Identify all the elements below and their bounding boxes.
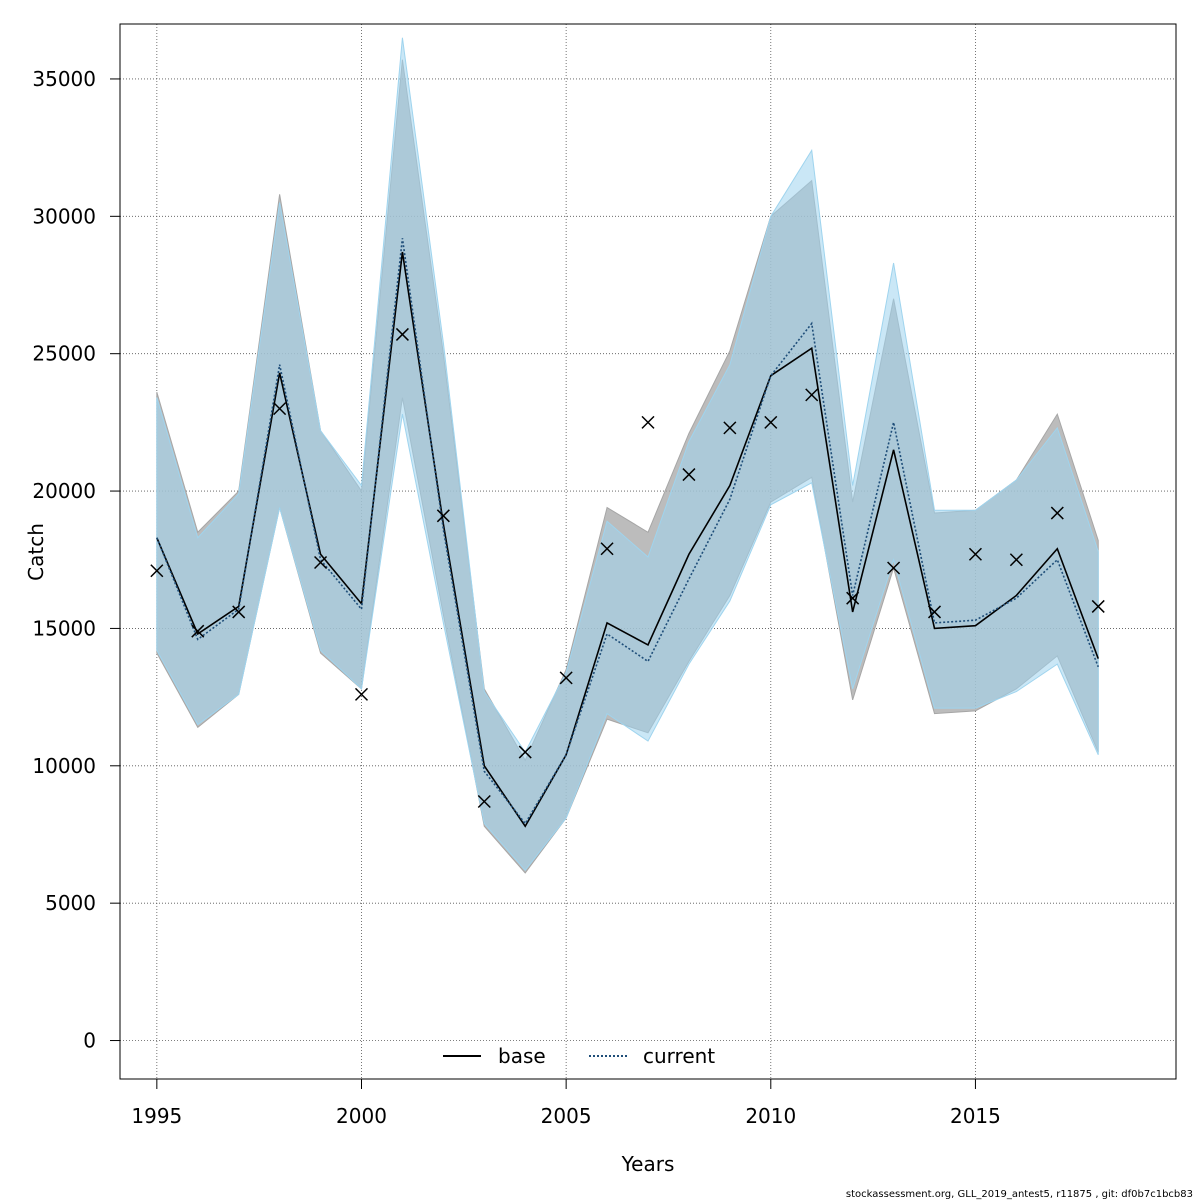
observed-point-2006 — [600, 542, 614, 556]
observed-point-2011 — [805, 388, 819, 402]
x-tick-label-2010: 2010 — [745, 1104, 796, 1128]
observed-point-2001 — [395, 327, 409, 341]
line-base — [156, 251, 1099, 828]
y-axis-title: Catch — [24, 523, 48, 581]
observed-point-2002 — [436, 509, 450, 523]
observed-point-2005 — [559, 671, 573, 685]
y-tick-label-15000: 15000 — [32, 616, 96, 640]
grid-lines — [120, 24, 1176, 1079]
observed-point-1998 — [273, 402, 287, 416]
observed-point-2012 — [846, 591, 860, 605]
x-tick-label-2000: 2000 — [336, 1104, 387, 1128]
observed-point-2009 — [723, 421, 737, 435]
legend-base-label: base — [498, 1044, 546, 1068]
confidence-bands — [156, 37, 1099, 874]
y-tick-label-25000: 25000 — [32, 342, 96, 366]
observed-point-2013 — [887, 561, 901, 575]
observed-point-2015 — [968, 547, 982, 561]
observed-point-1996 — [191, 624, 205, 638]
observed-points — [150, 327, 1105, 809]
x-tick-label-2005: 2005 — [541, 1104, 592, 1128]
series-lines — [156, 238, 1099, 828]
legend-current-label: current — [643, 1044, 715, 1068]
plot-frame — [119, 23, 1177, 1080]
observed-point-2016 — [1009, 553, 1023, 567]
observed-point-2010 — [764, 415, 778, 429]
observed-point-2007 — [641, 415, 655, 429]
x-axis-title: Years — [621, 1152, 675, 1176]
y-tick-label-10000: 10000 — [32, 754, 96, 778]
y-tick-label-30000: 30000 — [32, 204, 96, 228]
observed-point-2000 — [354, 687, 369, 701]
observed-point-2017 — [1050, 506, 1064, 520]
axes: 1995 2000 2005 2010 2015 0 5000 10000 15000 20000… — [32, 67, 1001, 1128]
x-tick-label-2015: 2015 — [950, 1104, 1001, 1128]
y-tick-label-35000: 35000 — [32, 67, 96, 91]
observed-point-1995 — [150, 564, 164, 578]
observed-point-1997 — [232, 605, 246, 619]
y-tick-label-5000: 5000 — [45, 891, 96, 915]
legend: base current — [443, 1044, 715, 1068]
y-tick-label-20000: 20000 — [32, 479, 96, 503]
observed-point-2003 — [477, 794, 491, 809]
observed-point-2004 — [518, 745, 532, 759]
observed-point-2014 — [927, 605, 942, 619]
observed-point-1999 — [314, 555, 328, 570]
observed-point-2008 — [682, 468, 696, 482]
y-tick-label-0: 0 — [83, 1029, 96, 1053]
x-tick-label-1995: 1995 — [131, 1104, 182, 1128]
observed-point-2018 — [1091, 599, 1105, 613]
band-current — [156, 37, 1099, 871]
footer-note: stockassessment.org, GLL_2019_antest5, r… — [846, 1189, 1193, 1200]
